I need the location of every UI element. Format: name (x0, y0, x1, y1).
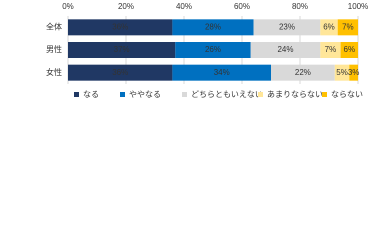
legend-label: どちらともいえない (191, 90, 263, 99)
value-label: 5% (336, 68, 348, 77)
value-label: 36% (112, 68, 128, 77)
bar-segment (250, 42, 321, 58)
category-label: 全体 (46, 21, 62, 31)
legend-swatch (182, 92, 187, 97)
bar-segment (68, 64, 173, 81)
category-label: 男性 (46, 44, 62, 54)
value-label: 36% (112, 22, 128, 31)
legend-label: あまりならない (267, 90, 323, 99)
value-label: 23% (279, 22, 295, 31)
value-label: 6% (323, 22, 335, 31)
legend-label: ならない (331, 90, 363, 99)
x-tick-label: 80% (292, 2, 308, 11)
value-label: 6% (344, 45, 356, 54)
bar-segment (334, 64, 350, 81)
bar-segment (349, 64, 358, 81)
bar-segment (68, 19, 173, 36)
legend-swatch (74, 92, 79, 97)
bar-segment (337, 19, 358, 36)
value-label: 3% (348, 68, 360, 77)
value-label: 28% (205, 22, 221, 31)
x-tick-label: 40% (176, 2, 192, 11)
value-label: 26% (205, 45, 221, 54)
x-tick-label: 20% (118, 2, 134, 11)
legend-swatch (322, 92, 327, 97)
chart: 0% 20% 40% 60% 80% 100% 全体 36% 28% 23% 6% 7% 男性 37% 26… (46, 2, 368, 99)
legend-swatch (258, 92, 263, 97)
bar-segment (271, 64, 335, 81)
x-tick-label: 60% (234, 2, 250, 11)
value-label: 24% (277, 45, 293, 54)
x-tick-label: 100% (348, 2, 368, 11)
bar-segment (253, 19, 321, 36)
bar-segment (172, 19, 254, 36)
x-tick-label: 0% (62, 2, 74, 11)
legend-label: なる (83, 90, 99, 99)
value-label: 34% (214, 68, 230, 77)
value-label: 22% (295, 68, 311, 77)
bar-segment (172, 64, 271, 81)
category-label: 女性 (46, 67, 62, 77)
bar-segment (320, 19, 338, 36)
bar-segment (320, 42, 341, 58)
value-label: 37% (114, 45, 130, 54)
value-label: 7% (325, 45, 337, 54)
legend-label: ややなる (129, 90, 161, 99)
bar-segment (68, 42, 176, 58)
bar-segment (340, 42, 358, 58)
bar-segment (175, 42, 251, 58)
legend-swatch (120, 92, 125, 97)
value-label: 7% (342, 22, 354, 31)
